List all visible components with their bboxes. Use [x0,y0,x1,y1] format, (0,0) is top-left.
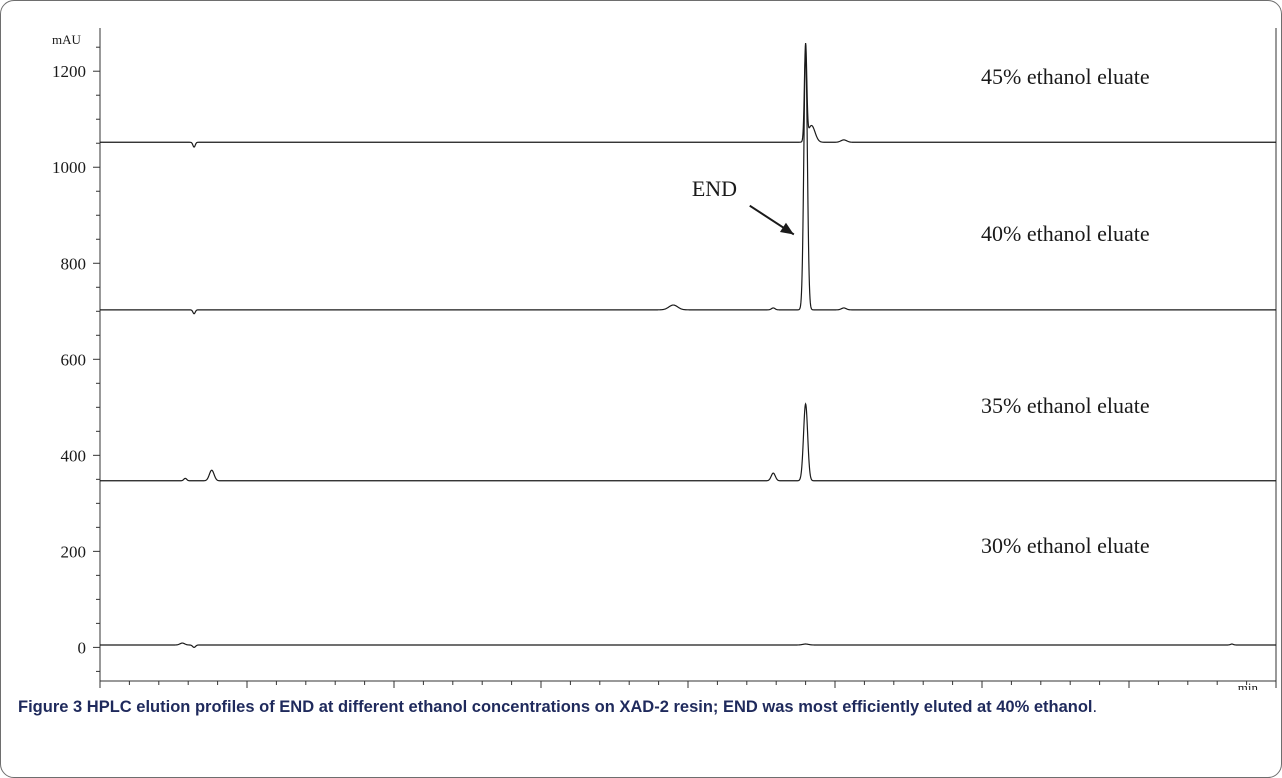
series-label: 40% ethanol eluate [981,221,1150,246]
figure-caption: Figure 3 HPLC elution profiles of END at… [18,693,1268,722]
chart-labels: 02004006008001000120005101520253035mAUmi… [52,32,1258,690]
caption-text: HPLC elution profiles of END at differen… [86,698,1093,716]
caption-label: Figure 3 [18,698,83,716]
y-tick-label: 1200 [52,62,86,81]
y-tick-label: 400 [61,446,87,465]
y-tick-label: 600 [61,350,87,369]
trace-line [100,642,1276,648]
y-tick-label: 1000 [52,158,86,177]
hplc-chart: 02004006008001000120005101520253035mAUmi… [52,28,1277,690]
y-tick-label: 800 [61,254,87,273]
series-label: 30% ethanol eluate [981,533,1150,558]
chart-ticks [93,46,1277,688]
chart-traces [100,42,1276,648]
series-label: 35% ethanol eluate [981,393,1150,418]
series-label: 45% ethanol eluate [981,64,1150,89]
end-annotation-label: END [692,176,737,201]
trace-line [100,402,1276,482]
x-axis-unit-label: min [1238,680,1259,690]
chart-axes [99,28,1277,682]
trace-line [100,42,1276,148]
chart-annotations: END [692,176,795,236]
end-arrow-head [779,222,794,235]
y-tick-label: 0 [78,638,87,657]
trace-line [100,50,1276,315]
y-axis-unit-label: mAU [52,32,82,47]
caption-end: . [1092,698,1098,716]
y-tick-label: 200 [61,542,87,561]
